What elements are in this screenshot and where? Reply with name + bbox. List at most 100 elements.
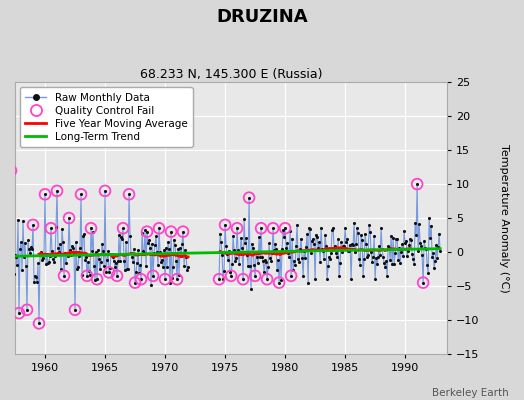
- Point: [43, 251, 51, 258]
- Point: [59, 239, 67, 246]
- Point: [245, 194, 253, 201]
- Point: [20, 254, 28, 260]
- Point: [349, 242, 357, 248]
- Point: [342, 239, 351, 246]
- Point: [406, 235, 414, 242]
- Point: [415, 221, 423, 227]
- Point: [56, 241, 64, 247]
- Point: [90, 263, 98, 270]
- Point: [160, 246, 168, 253]
- Point: [305, 225, 313, 232]
- Point: [344, 248, 352, 254]
- Point: [286, 228, 294, 234]
- Point: [397, 248, 406, 255]
- Point: [385, 245, 394, 252]
- Point: [73, 266, 81, 272]
- Point: [45, 259, 53, 265]
- Point: [264, 264, 272, 271]
- Point: [418, 252, 427, 258]
- Point: [149, 273, 157, 279]
- Point: [62, 260, 70, 266]
- Point: [53, 188, 61, 194]
- Point: [88, 248, 96, 254]
- Point: [140, 250, 148, 256]
- Point: [173, 276, 181, 282]
- Point: [333, 254, 341, 260]
- Point: [257, 225, 265, 232]
- Point: [233, 225, 241, 232]
- Point: [225, 248, 233, 254]
- Point: [37, 249, 45, 256]
- Point: [283, 240, 291, 246]
- Point: [35, 320, 43, 326]
- Point: [325, 254, 333, 260]
- Point: [317, 225, 325, 232]
- Point: [97, 259, 105, 266]
- Point: [150, 249, 158, 256]
- Point: [36, 252, 44, 259]
- Point: [99, 248, 107, 254]
- Point: [245, 194, 253, 201]
- Point: [42, 260, 50, 267]
- Point: [365, 222, 373, 228]
- Point: [137, 276, 145, 282]
- Point: [300, 248, 308, 254]
- Point: [240, 216, 248, 223]
- Point: [316, 258, 324, 265]
- Point: [414, 248, 422, 254]
- Point: [87, 225, 95, 232]
- Point: [142, 263, 150, 270]
- Point: [139, 248, 147, 254]
- Point: [233, 225, 241, 232]
- Point: [405, 242, 413, 249]
- Point: [329, 225, 337, 232]
- Point: [419, 280, 428, 286]
- Point: [116, 258, 124, 264]
- Point: [81, 257, 89, 263]
- Point: [433, 255, 441, 261]
- Point: [253, 254, 261, 260]
- Point: [260, 269, 268, 275]
- Point: [105, 269, 113, 276]
- Point: [152, 233, 160, 239]
- Point: [17, 239, 25, 245]
- Point: [8, 273, 16, 279]
- Point: [254, 260, 263, 266]
- Point: [65, 215, 73, 221]
- Point: [53, 188, 61, 194]
- Point: [269, 225, 277, 232]
- Point: [226, 269, 234, 276]
- Point: [133, 260, 141, 266]
- Point: [237, 235, 245, 241]
- Point: [340, 243, 348, 250]
- Point: [21, 240, 29, 246]
- Point: [118, 235, 126, 242]
- Point: [301, 255, 309, 262]
- Point: [338, 249, 346, 255]
- Point: [369, 254, 377, 260]
- Point: [50, 259, 58, 265]
- Point: [404, 248, 412, 254]
- Point: [339, 243, 347, 249]
- Point: [108, 252, 116, 258]
- Point: [319, 248, 328, 254]
- Point: [52, 224, 60, 230]
- Point: [67, 252, 75, 259]
- Point: [285, 254, 293, 260]
- Point: [239, 276, 247, 282]
- Point: [132, 269, 140, 275]
- Point: [387, 233, 395, 239]
- Point: [238, 244, 246, 251]
- Point: [111, 264, 119, 270]
- Point: [273, 267, 281, 274]
- Point: [27, 244, 35, 250]
- Point: [119, 225, 127, 232]
- Point: [41, 191, 49, 198]
- Point: [70, 248, 78, 255]
- Point: [35, 320, 43, 326]
- Point: [157, 258, 165, 265]
- Point: [34, 260, 42, 266]
- Point: [425, 215, 433, 221]
- Point: [243, 252, 252, 258]
- Point: [127, 250, 135, 256]
